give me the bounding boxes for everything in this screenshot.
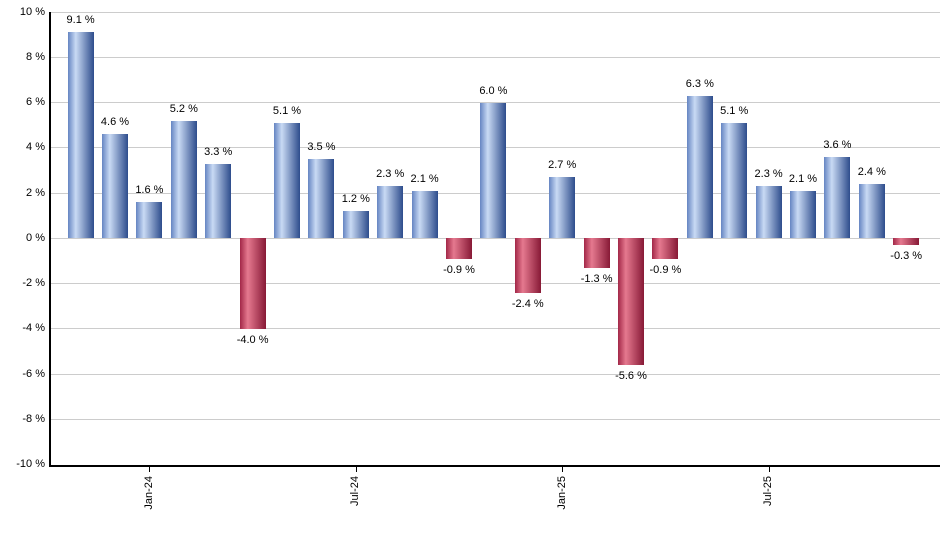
x-axis-tick-label-text: Jan-24 bbox=[142, 475, 155, 510]
bar bbox=[102, 134, 128, 239]
bar-value-label: 2.1 % bbox=[410, 172, 439, 185]
gridline bbox=[51, 237, 940, 239]
bar-value-label: 1.6 % bbox=[135, 184, 164, 197]
bar-value-label: 5.1 % bbox=[272, 104, 302, 117]
x-axis-tick bbox=[768, 466, 770, 472]
bar-value-label: 4.6 % bbox=[100, 116, 130, 129]
bar-value-label: 1.2 % bbox=[341, 193, 370, 206]
y-axis-tick-label: 2 % bbox=[26, 186, 45, 199]
bar-value-label: 2.4 % bbox=[857, 165, 886, 178]
gridline bbox=[51, 11, 940, 13]
bar bbox=[893, 238, 920, 246]
y-axis-tick-label: -4 % bbox=[22, 322, 45, 335]
x-axis-tick-label-text: Jan-25 bbox=[555, 475, 568, 510]
bar bbox=[377, 186, 404, 239]
y-axis-line bbox=[49, 12, 51, 467]
bar bbox=[790, 190, 816, 239]
bar bbox=[721, 122, 748, 239]
bar-value-label: -0.9 % bbox=[649, 263, 682, 276]
bar-value-label: 6.0 % bbox=[479, 84, 508, 97]
gridline bbox=[51, 373, 940, 375]
y-axis-tick-label: 6 % bbox=[26, 96, 45, 108]
gridline bbox=[51, 283, 940, 284]
bar-value-label: 5.1 % bbox=[720, 104, 749, 117]
bar bbox=[136, 202, 163, 239]
bar-value-label: 2.3 % bbox=[754, 168, 783, 181]
y-axis-tick-label: 0 % bbox=[26, 231, 45, 244]
bar bbox=[480, 102, 507, 239]
y-axis-tick-label: 4 % bbox=[26, 141, 45, 154]
x-axis-tick-label-text: Jul-25 bbox=[762, 475, 775, 506]
bar bbox=[205, 163, 232, 239]
bar bbox=[239, 238, 266, 329]
x-axis-tick-label-text: Jul-24 bbox=[349, 475, 362, 506]
bar bbox=[308, 159, 335, 239]
bar-value-label: -4.0 % bbox=[236, 333, 269, 346]
y-axis-tick-label: -10 % bbox=[16, 458, 45, 470]
x-axis-tick bbox=[355, 466, 357, 472]
bar-value-label: 3.5 % bbox=[307, 141, 336, 154]
bar bbox=[67, 32, 94, 239]
bar-value-label: 9.1 % bbox=[66, 14, 95, 27]
bar bbox=[824, 156, 851, 239]
bar bbox=[411, 190, 438, 239]
bar-value-label: 3.6 % bbox=[823, 138, 852, 151]
bar bbox=[583, 238, 610, 268]
bar-value-label: -2.4 % bbox=[511, 297, 544, 310]
gridline bbox=[51, 56, 940, 58]
x-axis-tick bbox=[562, 466, 564, 472]
bar bbox=[858, 183, 885, 239]
gridline bbox=[51, 418, 940, 420]
bar bbox=[342, 211, 369, 239]
x-axis-tick bbox=[149, 466, 151, 472]
bar bbox=[652, 238, 679, 259]
y-axis-tick-label: -2 % bbox=[22, 277, 45, 289]
bar-value-label: -0.9 % bbox=[443, 263, 475, 276]
bar bbox=[274, 122, 300, 239]
bar bbox=[170, 120, 197, 239]
bar-value-label: 5.2 % bbox=[169, 102, 198, 115]
y-axis-tick-label: -8 % bbox=[22, 412, 45, 425]
bar-value-label: 6.3 % bbox=[685, 77, 714, 90]
bar-value-label: 2.1 % bbox=[788, 172, 818, 185]
bar bbox=[514, 238, 541, 293]
bar bbox=[755, 186, 782, 239]
bar-value-label: 3.3 % bbox=[204, 145, 233, 158]
bar bbox=[446, 238, 472, 259]
bar bbox=[549, 177, 576, 239]
bar-value-label: 2.3 % bbox=[376, 168, 405, 181]
bar-value-label: -0.3 % bbox=[890, 250, 923, 263]
bar-value-label: 2.7 % bbox=[548, 159, 577, 172]
bar-value-label: -1.3 % bbox=[580, 272, 613, 285]
gridline bbox=[51, 328, 940, 330]
bar bbox=[618, 238, 644, 365]
y-axis-tick-label: 8 % bbox=[26, 50, 45, 63]
x-axis-line bbox=[49, 464, 940, 467]
y-axis-tick-label: 10 % bbox=[19, 5, 45, 18]
y-axis-tick-label: -6 % bbox=[22, 367, 45, 380]
bar bbox=[686, 95, 713, 239]
bar-value-label: -5.6 % bbox=[615, 369, 647, 382]
